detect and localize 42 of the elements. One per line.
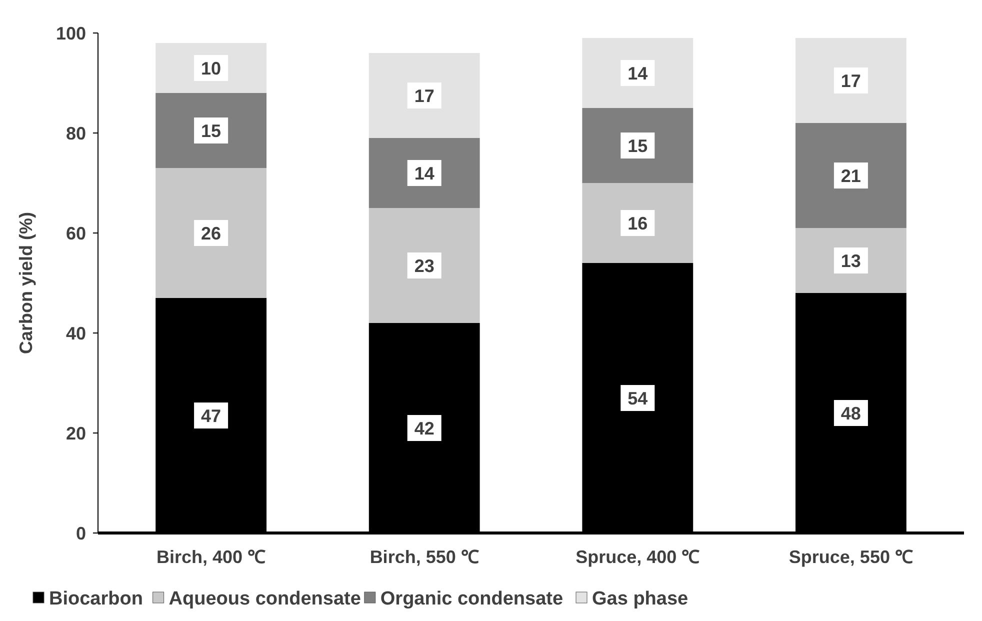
bar bbox=[795, 228, 906, 293]
y-axis-title: Carbon yield (%) bbox=[16, 212, 36, 354]
data-label: 21 bbox=[840, 166, 861, 186]
y-tick-label: 0 bbox=[76, 523, 86, 544]
data-label: 17 bbox=[840, 70, 861, 91]
bar bbox=[368, 53, 480, 138]
y-tick-label: 100 bbox=[56, 23, 86, 44]
data-label: 13 bbox=[840, 250, 861, 271]
x-tick-label: Birch, 400 ℃ bbox=[156, 547, 266, 567]
legend-label: Aqueous condensate bbox=[168, 588, 361, 610]
bar bbox=[582, 108, 694, 183]
data-label: 14 bbox=[628, 63, 648, 84]
bar bbox=[582, 183, 694, 263]
data-label: 15 bbox=[201, 120, 222, 141]
bar bbox=[368, 208, 480, 323]
data-label: 10 bbox=[201, 58, 222, 78]
legend-label: Gas phase bbox=[592, 588, 688, 610]
x-tick-label: Spruce, 400 ℃ bbox=[576, 547, 700, 567]
data-label: 26 bbox=[201, 223, 222, 244]
y-tick-label: 20 bbox=[66, 423, 86, 444]
x-tick-label: Birch, 550 ℃ bbox=[370, 547, 479, 567]
data-label: 23 bbox=[414, 256, 434, 276]
bar bbox=[795, 123, 906, 228]
data-label: 47 bbox=[201, 406, 222, 426]
data-label: 14 bbox=[414, 163, 434, 184]
bar bbox=[156, 168, 267, 298]
legend-label: Organic condensate bbox=[380, 588, 564, 610]
data-label: 16 bbox=[628, 213, 648, 234]
legend-label: Biocarbon bbox=[49, 588, 143, 610]
y-tick-label: 40 bbox=[66, 323, 86, 344]
bar bbox=[795, 38, 906, 123]
data-label: 15 bbox=[628, 136, 648, 156]
data-label: 42 bbox=[414, 418, 434, 438]
x-tick-label: Spruce, 550 ℃ bbox=[788, 547, 913, 567]
y-tick-label: 80 bbox=[66, 123, 86, 144]
data-label: 54 bbox=[628, 388, 648, 408]
bar bbox=[156, 93, 267, 168]
y-tick-label: 60 bbox=[66, 223, 86, 244]
bar bbox=[368, 138, 480, 208]
data-label: 48 bbox=[840, 403, 861, 424]
data-label: 17 bbox=[414, 86, 434, 106]
bar bbox=[582, 38, 694, 108]
